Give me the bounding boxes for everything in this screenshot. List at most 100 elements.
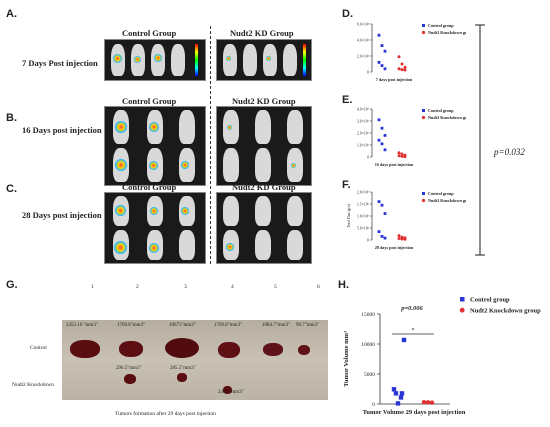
col-number: 1: [91, 284, 94, 290]
legend-marker: [422, 24, 425, 27]
legend-marker: [421, 30, 426, 35]
data-point: [383, 212, 387, 215]
y-tick-label: 0: [367, 239, 369, 243]
data-point: [391, 387, 397, 392]
legend-label: Control group: [428, 23, 454, 28]
panel-d-letter: D.: [342, 8, 353, 20]
panel-c-letter: C.: [6, 183, 17, 195]
legend-label: Nudt2 Knockdown group: [428, 115, 466, 120]
tumor: [70, 340, 100, 358]
y-tick-label: 10000: [361, 342, 375, 348]
pvalue-bracket: [475, 24, 485, 256]
x-axis-label: 16 days post injection: [375, 162, 414, 167]
data-point: [395, 401, 401, 406]
panel-c-control-label: Control Group: [122, 182, 177, 192]
y-tick-label: 2.0×10⁷: [357, 132, 370, 136]
control-volume: 99.7"mm3": [296, 323, 320, 328]
legend-label: Control group: [470, 297, 510, 304]
legend-marker: [422, 192, 425, 195]
panel-c-kd-label: Nudt2 KD Group: [232, 182, 296, 192]
data-point: [429, 400, 435, 405]
data-point: [380, 64, 384, 67]
panel-b-row-label: 16 Days post injection: [22, 125, 102, 135]
tumor: [263, 343, 283, 356]
photo-caption: Tumors formation after 29 days post inje…: [115, 411, 216, 417]
legend-marker: [460, 297, 465, 302]
tumor: [223, 386, 232, 394]
control-volume: 10673"mm3": [169, 323, 196, 328]
panel-b-image-control: [104, 106, 206, 186]
tumor: [298, 345, 310, 355]
x-axis-label: Tumor Volume 29 days post injection: [363, 409, 466, 416]
y-tick-label: 1.5×10⁹: [357, 203, 370, 207]
kd-volume: 285.5"mm3": [170, 366, 196, 371]
photo-control-values: 2452.16 "mm3" 1769.8"mm3" 10673"mm3" 176…: [66, 323, 328, 332]
group-divider: [210, 26, 211, 264]
panel-a-row-label: 7 Days Post injection: [22, 58, 98, 68]
control-volume: 1769.8"mm3": [117, 323, 146, 328]
data-point: [421, 400, 427, 405]
data-point: [400, 154, 404, 158]
data-point: [380, 44, 384, 47]
data-point: [403, 65, 407, 69]
y-tick-label: 2.0×10⁴: [357, 55, 370, 59]
legend-marker: [459, 307, 465, 313]
data-point: [383, 49, 387, 53]
data-point: [377, 61, 381, 64]
y-tick-label: 5.0×10⁸: [357, 227, 370, 231]
data-point: [400, 68, 404, 72]
legend-label: Control group: [428, 108, 454, 113]
legend-marker: [421, 198, 426, 203]
panel-a-image-kd: [216, 39, 312, 81]
panel-a-control-label: Control Group: [122, 28, 177, 38]
y-tick-label: 4.0×10⁷: [357, 108, 370, 112]
data-point: [377, 138, 381, 142]
photo-row-kd: Nudt2 Knockdown: [12, 382, 55, 388]
data-point: [400, 237, 404, 241]
data-point: [377, 33, 381, 37]
pvalue-label: p=0.032: [494, 147, 525, 157]
chart-f: 0 5.0×10⁸ 1.0×10⁹ 1.5×10⁹ 2.0×10⁹ Control gro…: [347, 191, 466, 251]
data-point: [397, 154, 401, 158]
y-tick-label: 0: [367, 156, 369, 160]
data-point: [380, 203, 384, 207]
data-point: [397, 234, 401, 238]
kd-volume: 296.5"mm3": [116, 366, 142, 371]
data-point: [400, 62, 404, 66]
col-number: 2: [136, 284, 139, 290]
y-tick-label: 2.0×10⁹: [357, 191, 370, 195]
panel-h-letter: H.: [338, 279, 349, 291]
y-tick-label: 0: [372, 402, 375, 408]
data-point: [397, 55, 401, 59]
data-point: [399, 391, 405, 396]
panel-a-image-control: [104, 39, 206, 81]
data-point: [383, 236, 387, 240]
y-tick-label: 1.0×10⁹: [357, 215, 370, 219]
panel-c-image-kd: [216, 192, 312, 264]
data-point: [383, 67, 387, 71]
tumor: [218, 342, 240, 358]
panel-b-kd-label: Nudt2 KD Group: [232, 96, 296, 106]
control-volume: 2452.16 "mm3": [66, 323, 98, 328]
data-point: [380, 235, 384, 238]
control-volume: 1084.7"mm3": [262, 323, 291, 328]
panel-g-letter: G.: [6, 279, 18, 291]
col-number: 5: [274, 284, 277, 290]
y-tick-label: 5000: [364, 372, 375, 378]
data-point: [401, 337, 407, 343]
panel-c-image-control: [104, 192, 206, 264]
data-point: [377, 118, 381, 122]
data-point: [397, 151, 401, 155]
legend-label: Control group: [428, 191, 454, 196]
tumor: [165, 338, 199, 358]
photo-kd-values: 296.5"mm3" 285.5"mm3" 246.5"mm3": [110, 366, 260, 401]
y-tick-label: 4.0×10⁴: [357, 39, 370, 43]
chart-d: 0 2.0×10⁴ 4.0×10⁴ 6.0×10⁴ Control group Nudt2…: [357, 23, 466, 83]
data-point: [425, 400, 431, 405]
panel-e-letter: E.: [342, 94, 353, 106]
data-point: [383, 148, 387, 152]
data-point: [377, 230, 381, 233]
col-number: 4: [231, 284, 234, 290]
control-volume: 1769.8"mm3": [214, 323, 243, 328]
legend-label: Nudt2 Knockdown group: [428, 30, 466, 35]
